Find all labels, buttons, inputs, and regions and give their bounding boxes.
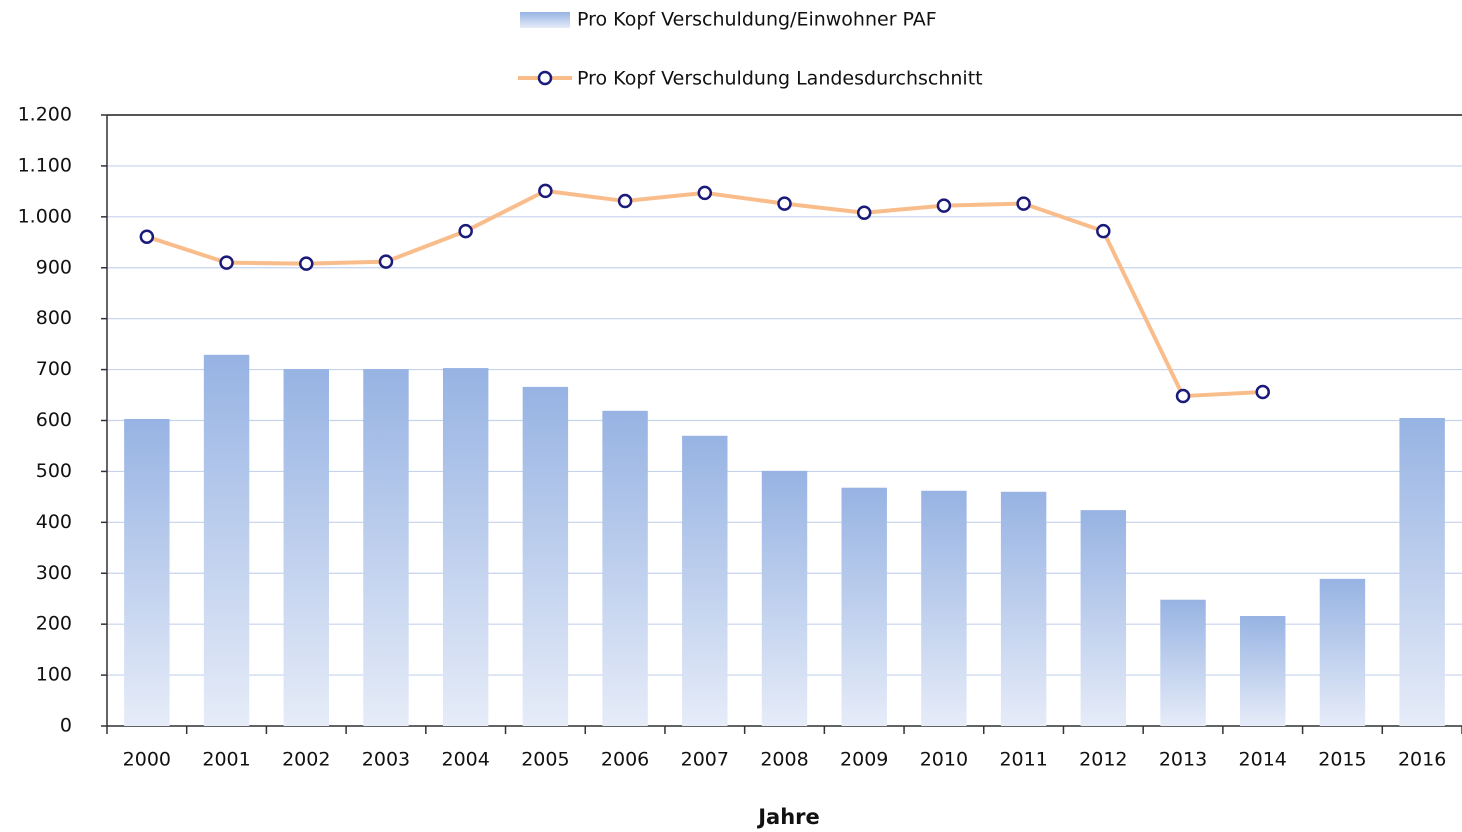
- x-tick-label: 2014: [1239, 749, 1287, 771]
- x-tick-label: 2001: [202, 749, 250, 771]
- line-marker: [139, 229, 155, 244]
- bar: [761, 470, 808, 726]
- bar: [1399, 417, 1445, 726]
- x-axis-title: Jahre: [756, 805, 820, 829]
- x-tick-label: 2004: [441, 749, 489, 771]
- line-marker: [856, 205, 872, 221]
- bar: [1000, 491, 1047, 726]
- line: [146, 188, 1263, 399]
- y-tick-label: 400: [36, 511, 72, 533]
- x-tick-label: 2003: [362, 749, 410, 771]
- line-marker: [697, 185, 713, 201]
- line-marker: [299, 256, 314, 271]
- y-tick-label: 1.100: [18, 154, 72, 176]
- y-tick-label: 0: [60, 715, 72, 737]
- bar: [1080, 510, 1127, 726]
- y-tick-label: 600: [36, 409, 72, 431]
- line-marker: [617, 193, 633, 209]
- x-tick-label: 2002: [282, 749, 330, 771]
- y-tick-label: 900: [36, 256, 72, 278]
- bar: [203, 354, 250, 726]
- line-marker: [1016, 196, 1031, 211]
- y-tick-label: 300: [36, 562, 72, 584]
- x-tick-label: 2012: [1079, 749, 1127, 771]
- bar: [1319, 578, 1366, 726]
- legend-marker: [537, 70, 553, 86]
- x-tick-label: 2007: [681, 749, 729, 771]
- y-tick-label: 500: [36, 460, 72, 482]
- bar: [522, 386, 569, 726]
- x-tick-label: 2008: [760, 749, 808, 771]
- line-marker: [538, 183, 553, 199]
- bar: [442, 368, 489, 726]
- x-tick-label: 2016: [1398, 749, 1446, 771]
- line-marker: [936, 198, 952, 213]
- bar: [921, 490, 967, 726]
- y-tick-label: 100: [36, 664, 72, 686]
- bar: [363, 369, 409, 726]
- bar: [1160, 599, 1206, 726]
- x-tick-label: 2000: [123, 749, 171, 771]
- bar: [283, 369, 329, 726]
- x-tick-label: 2013: [1159, 749, 1207, 771]
- y-tick-label: 1.200: [18, 104, 72, 126]
- line-marker: [378, 254, 394, 269]
- x-tick-label: 2005: [521, 749, 569, 771]
- y-tick-label: 800: [36, 307, 72, 329]
- legend-label: Pro Kopf Verschuldung/Einwohner PAF: [577, 9, 937, 31]
- y-tick-label: 700: [36, 358, 72, 380]
- line-marker: [219, 255, 234, 270]
- bar: [841, 487, 887, 726]
- y-tick-label: 1.000: [18, 205, 72, 227]
- line-marker: [458, 223, 473, 239]
- line-marker: [777, 196, 792, 211]
- line-marker: [1255, 384, 1270, 400]
- x-tick-label: 2011: [999, 749, 1047, 771]
- legend-label: Pro Kopf Verschuldung Landesdurchschnitt: [577, 68, 983, 90]
- line-marker: [1096, 223, 1111, 239]
- x-tick-label: 2010: [920, 749, 968, 771]
- line-marker: [1175, 388, 1191, 404]
- bar: [682, 435, 728, 726]
- legend-swatch-bar: [520, 12, 570, 28]
- bar: [1240, 616, 1286, 726]
- y-tick-label: 200: [36, 613, 72, 635]
- bar: [602, 410, 648, 726]
- x-tick-label: 2009: [840, 749, 888, 771]
- x-tick-label: 2015: [1318, 749, 1366, 771]
- x-tick-label: 2006: [601, 749, 649, 771]
- bar: [124, 418, 170, 726]
